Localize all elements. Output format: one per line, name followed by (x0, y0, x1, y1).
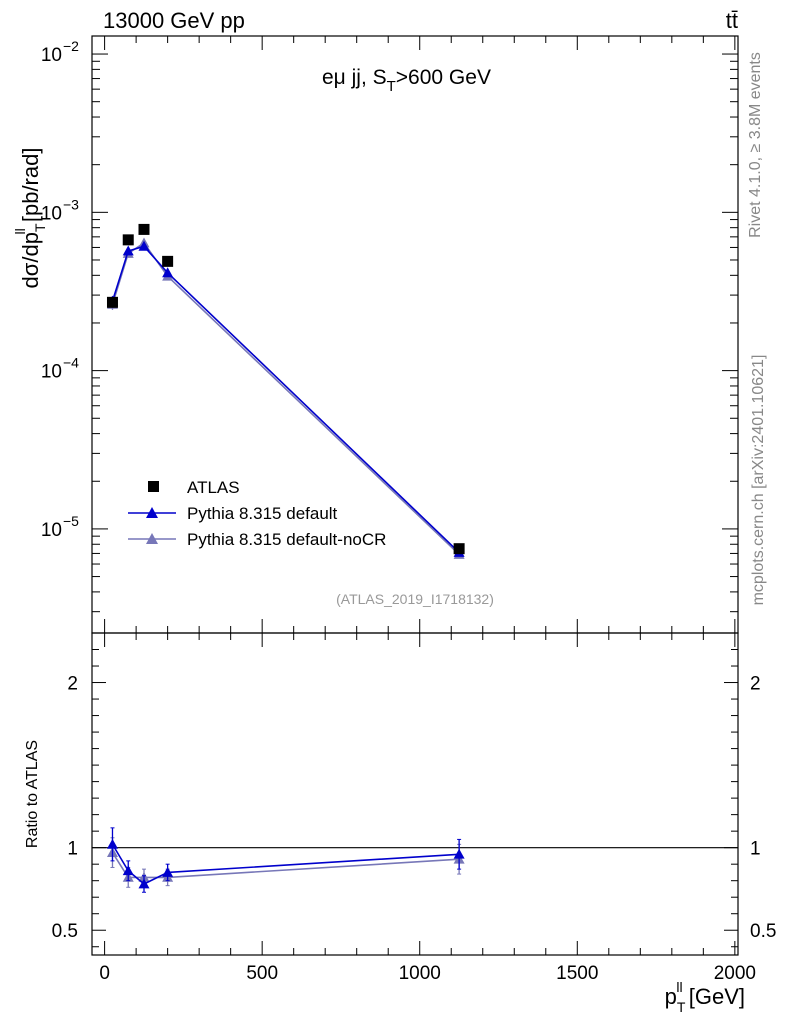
legend-label-atlas: ATLAS (187, 478, 240, 497)
x-axis-label: pTll [GeV] (665, 979, 745, 1015)
y-tick-label-main: 10 (41, 45, 62, 66)
y-tick-label-main-exp: −4 (63, 355, 79, 371)
legend: ATLAS Pythia 8.315 default Pythia 8.315 … (128, 478, 386, 549)
x-axis-label-sup: ll (676, 979, 682, 995)
legend-marker-default (146, 507, 158, 518)
legend-label-nocr: Pythia 8.315 default-noCR (187, 530, 386, 549)
x-axis-label-b: [GeV] (683, 984, 745, 1009)
y-tick-label-ratio-right: 1 (750, 839, 761, 860)
y-tick-label-main-exp: −5 (63, 513, 79, 529)
x-tick-label: 1000 (399, 963, 441, 984)
plot-title-sub: T (387, 78, 396, 95)
main-y-label-sub: T (32, 223, 48, 232)
process-label: tt̄ (726, 8, 738, 33)
data-point-1 (138, 240, 150, 251)
x-tick-label: 2000 (714, 963, 756, 984)
main-y-label-sup: ll (12, 228, 28, 234)
legend-marker-nocr (146, 533, 158, 544)
ratio-point-0 (122, 865, 134, 876)
main-series (106, 223, 465, 559)
legend-marker-atlas (148, 481, 159, 492)
y-tick-label-main-exp: −2 (63, 38, 79, 54)
data-point-atlas (106, 296, 118, 308)
x-axis-label-a: p (665, 984, 677, 1009)
y-tick-label-ratio-right: 2 (750, 674, 761, 695)
plot-title-main: eμ jj, S (322, 66, 387, 89)
main-panel: 10−210−310−410−5 eμ jj, ST>600 GeV (ATLA… (12, 35, 739, 634)
main-y-label-b: [pb/rad] (18, 148, 43, 229)
y-tick-label-main: 10 (41, 520, 62, 541)
data-point-1 (162, 267, 174, 278)
y-tick-label-ratio-left: 1 (67, 839, 78, 860)
ratio-point-0 (138, 878, 150, 889)
x-tick-label: 1500 (556, 963, 598, 984)
ratio-series (106, 827, 465, 893)
plot-title: eμ jj, ST>600 GeV (322, 66, 491, 95)
y-tick-label-ratio-left: 0.5 (52, 921, 78, 942)
legend-label-default: Pythia 8.315 default (187, 504, 338, 523)
rivet-label: Rivet 4.1.0, ≥ 3.8M events (747, 52, 764, 238)
ratio-point-0 (106, 838, 118, 849)
y-tick-label-ratio-right: 0.5 (750, 921, 776, 942)
ratio-ticks: 0.5 0.5 1 1 2 2 (52, 633, 776, 955)
y-tick-label-main: 10 (41, 362, 62, 383)
ratio-panel: 0.5 0.5 1 1 2 2 Ratio to ATLAS (24, 632, 776, 956)
y-tick-label-main: 10 (41, 203, 62, 224)
x-tick-label: 0 (99, 963, 110, 984)
main-y-label-a: dσ/dp (18, 232, 43, 288)
data-point-atlas (453, 543, 465, 555)
y-tick-label-ratio-left: 2 (67, 674, 78, 695)
mcplots-label: mcplots.cern.ch [arXiv:2401.10621] (750, 355, 767, 606)
ratio-point-0 (453, 848, 465, 859)
data-point-atlas (138, 223, 150, 235)
x-tick-label: 500 (246, 963, 278, 984)
main-ticks: 10−210−310−410−5 (41, 36, 738, 633)
data-point-atlas (122, 234, 134, 246)
x-axis-label-sub: T (677, 999, 686, 1015)
main-y-label: dσ/dpTll [pb/rad] (12, 148, 48, 289)
ratio-point-0 (162, 866, 174, 877)
plot-title-rest: >600 GeV (396, 66, 491, 89)
data-point-1 (122, 245, 134, 256)
ratio-y-label: Ratio to ATLAS (24, 740, 41, 848)
ratio-frame (91, 632, 739, 956)
y-tick-label-main-exp: −3 (63, 196, 79, 212)
x-tick-labels: 0 500 1000 1500 2000 (99, 963, 756, 984)
analysis-id: (ATLAS_2019_I1718132) (336, 591, 494, 607)
beam-label: 13000 GeV pp (103, 8, 245, 33)
data-point-atlas (162, 255, 174, 267)
